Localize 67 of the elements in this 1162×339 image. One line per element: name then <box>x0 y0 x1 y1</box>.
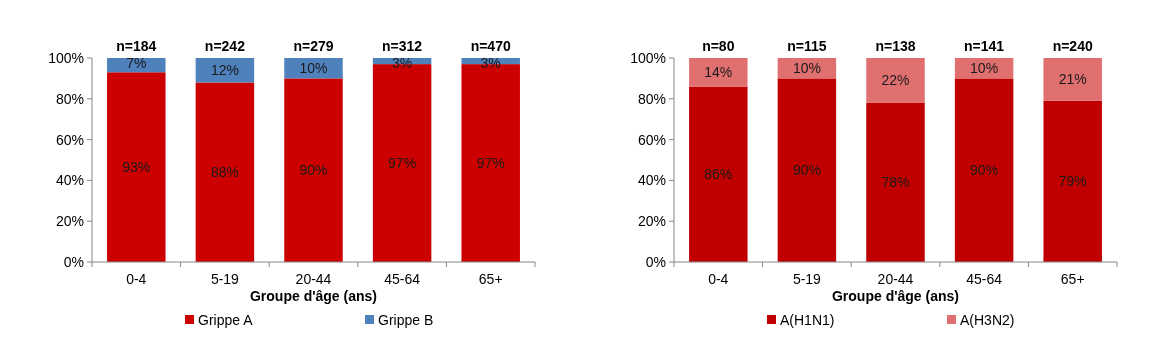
y-tick-label: 0% <box>63 254 84 270</box>
data-label: 79% <box>1058 173 1087 190</box>
data-label: 10% <box>970 60 999 77</box>
x-tick-label: 45-64 <box>384 271 421 287</box>
y-tick-label: 40% <box>55 172 84 189</box>
legend-label: A(H3N2) <box>960 312 1015 328</box>
data-label: 10% <box>792 60 821 77</box>
data-label: 14% <box>704 64 733 81</box>
legend-label: A(H1N1) <box>780 312 835 328</box>
x-axis-title: Groupe d'âge (ans) <box>831 288 960 304</box>
annotation: n=312 <box>382 38 423 54</box>
annotation: n=470 <box>470 38 511 54</box>
x-tick-label: 65+ <box>1060 271 1085 287</box>
data-label: 97% <box>388 155 417 172</box>
bar <box>195 82 255 262</box>
annotation: n=279 <box>293 38 334 54</box>
annotation: n=240 <box>1052 38 1093 54</box>
data-label: 86% <box>704 166 733 183</box>
bar <box>284 78 343 262</box>
y-tick-label: 60% <box>55 131 84 148</box>
data-label: 12% <box>210 62 239 79</box>
bar <box>866 102 925 262</box>
x-tick-label: 20-44 <box>295 271 332 287</box>
x-tick-label: 20-44 <box>877 271 914 287</box>
annotation: n=115 <box>787 38 827 54</box>
x-tick-label: 5-19 <box>210 271 240 287</box>
y-tick-label: 40% <box>637 172 666 189</box>
data-label: 78% <box>881 174 910 191</box>
annotation: n=80 <box>702 38 735 54</box>
annotation: n=138 <box>875 38 916 54</box>
x-tick-label: 0-4 <box>126 271 147 287</box>
data-label: 90% <box>299 162 328 179</box>
bar <box>954 78 1014 262</box>
bar <box>107 72 166 262</box>
data-label: 90% <box>970 162 999 179</box>
x-tick-label: 65+ <box>478 271 503 287</box>
y-tick-label: 100% <box>630 50 666 66</box>
data-label: 93% <box>122 159 151 176</box>
annotation: n=141 <box>964 38 1005 54</box>
bar <box>689 58 748 87</box>
bar <box>777 78 837 262</box>
data-label: 97% <box>476 155 505 172</box>
x-tick-label: 45-64 <box>966 271 1003 287</box>
y-tick-label: 100% <box>48 50 84 66</box>
y-tick-label: 80% <box>55 90 84 107</box>
data-label: 88% <box>210 164 239 181</box>
legend-label: Grippe A <box>198 312 254 328</box>
y-tick-label: 20% <box>637 213 666 230</box>
x-tick-label: 0-4 <box>708 271 729 287</box>
annotation: n=242 <box>204 38 246 54</box>
y-tick-label: 80% <box>637 90 666 107</box>
bar <box>1043 58 1102 101</box>
bar <box>866 58 925 103</box>
y-tick-label: 60% <box>637 131 666 148</box>
bar <box>689 86 748 262</box>
legend-label: Grippe B <box>378 312 434 328</box>
data-label: 22% <box>881 72 910 89</box>
data-label: 21% <box>1058 71 1087 88</box>
y-tick-label: 20% <box>55 213 84 230</box>
bar <box>1043 100 1102 262</box>
data-label: 7% <box>126 55 147 71</box>
y-tick-label: 0% <box>645 254 666 270</box>
x-axis-title: Groupe d'âge (ans) <box>249 288 378 304</box>
annotation: n=184 <box>116 38 157 54</box>
data-label: 10% <box>299 60 328 77</box>
x-tick-label: 5-19 <box>792 271 822 287</box>
data-label: 90% <box>792 162 821 179</box>
